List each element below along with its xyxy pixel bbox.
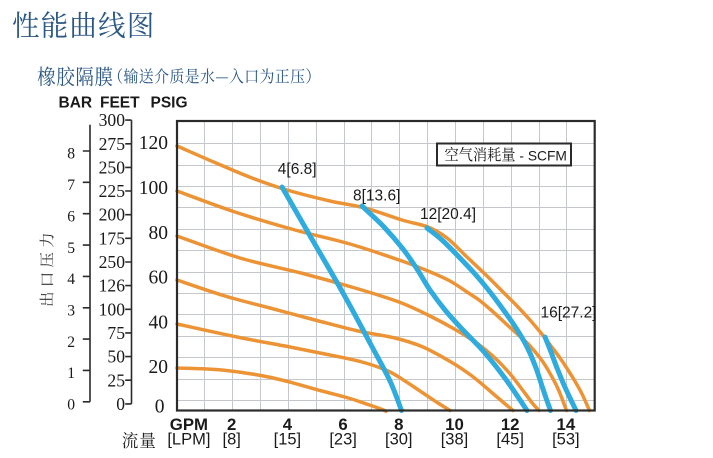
svg-text:4[6.8]: 4[6.8] xyxy=(278,161,317,178)
svg-text:250: 250 xyxy=(99,157,126,177)
svg-text:0: 0 xyxy=(155,397,165,418)
svg-text:6: 6 xyxy=(338,415,347,434)
svg-text:225: 225 xyxy=(99,181,126,201)
svg-text:8: 8 xyxy=(394,415,403,434)
svg-text:120: 120 xyxy=(139,133,168,154)
svg-text:2: 2 xyxy=(227,415,236,434)
svg-text:[8]: [8] xyxy=(223,431,241,449)
svg-text:4: 4 xyxy=(283,415,293,434)
svg-text:275: 275 xyxy=(99,134,126,154)
svg-text:250: 250 xyxy=(99,252,126,272)
svg-text:60: 60 xyxy=(149,268,169,289)
svg-text:GPM: GPM xyxy=(170,415,208,434)
svg-text:7: 7 xyxy=(67,177,75,194)
svg-text:[23]: [23] xyxy=(329,431,357,449)
svg-text:[LPM]: [LPM] xyxy=(167,431,210,449)
svg-text:50: 50 xyxy=(107,347,125,367)
svg-text:6: 6 xyxy=(67,208,75,225)
svg-text:PSIG: PSIG xyxy=(151,95,188,112)
svg-text:3: 3 xyxy=(67,302,75,319)
svg-text:5: 5 xyxy=(67,240,75,257)
svg-text:4: 4 xyxy=(67,271,75,288)
svg-text:25: 25 xyxy=(107,370,125,390)
svg-text:[53]: [53] xyxy=(552,431,580,449)
svg-text:1: 1 xyxy=(67,365,75,382)
svg-text:200: 200 xyxy=(99,205,126,225)
svg-text:- SCFM: - SCFM xyxy=(519,148,567,163)
svg-text:12: 12 xyxy=(501,415,520,434)
svg-text:[38]: [38] xyxy=(441,431,469,449)
svg-text:300: 300 xyxy=(99,110,126,130)
svg-text:2: 2 xyxy=(67,334,75,351)
svg-text:40: 40 xyxy=(149,312,169,333)
svg-text:16[27.2]: 16[27.2] xyxy=(541,304,597,321)
svg-text:0: 0 xyxy=(116,394,125,414)
svg-text:80: 80 xyxy=(149,223,169,244)
svg-text:[30]: [30] xyxy=(385,431,413,449)
svg-text:126: 126 xyxy=(99,276,126,296)
svg-text:0: 0 xyxy=(67,397,75,414)
svg-text:8[13.6]: 8[13.6] xyxy=(353,188,400,205)
svg-text:75: 75 xyxy=(107,323,125,343)
svg-text:14: 14 xyxy=(557,415,576,434)
svg-text:FEET: FEET xyxy=(100,95,140,112)
svg-text:175: 175 xyxy=(99,228,126,248)
svg-text:[15]: [15] xyxy=(274,431,302,449)
svg-text:10: 10 xyxy=(445,415,464,434)
svg-text:12[20.4]: 12[20.4] xyxy=(420,206,476,223)
svg-text:100: 100 xyxy=(139,178,168,199)
svg-text:20: 20 xyxy=(149,357,169,378)
svg-text:BAR: BAR xyxy=(59,95,93,112)
svg-text:[45]: [45] xyxy=(496,431,524,449)
svg-text:8: 8 xyxy=(67,146,75,163)
svg-text:100: 100 xyxy=(99,299,126,319)
